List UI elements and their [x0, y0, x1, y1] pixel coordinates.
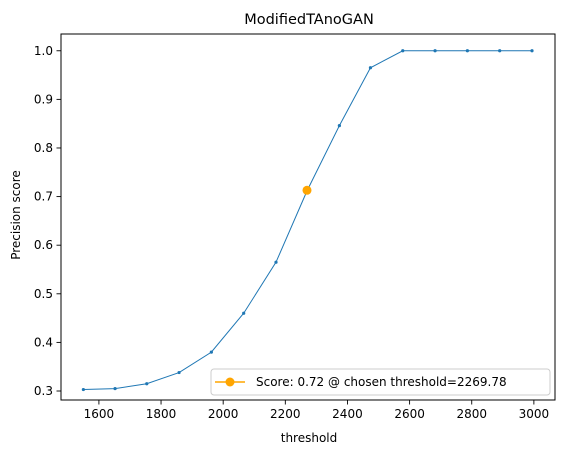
series-point	[113, 386, 117, 391]
series-point	[274, 260, 278, 264]
chart-title: ModifiedTAnoGAN	[244, 12, 374, 28]
legend-frame	[210, 368, 551, 396]
x-tick-label: 2000	[208, 407, 239, 421]
legend-entry-label: Score: 0.72 @ chosen threshold=2269.78	[256, 375, 507, 389]
y-tick-label: 0.3	[34, 384, 53, 398]
y-tick-label: 0.9	[34, 92, 53, 106]
legend: Score: 0.72 @ chosen threshold=2269.78	[210, 368, 551, 396]
series-point	[177, 370, 181, 375]
series-point	[242, 311, 246, 315]
legend-marker-swatch	[225, 377, 235, 387]
series-point	[337, 124, 341, 128]
x-tick-label: 2800	[456, 407, 487, 421]
x-axis-ticks: 1600 1800 2000 2200 2400 2600 2800 3000	[84, 400, 550, 421]
y-tick-label: 0.5	[34, 287, 53, 301]
y-axis-ticks: 0.3 0.4 0.5 0.6 0.7 0.8 0.9 1.0	[34, 44, 61, 398]
series-point	[81, 387, 85, 392]
x-tick-label: 2600	[394, 407, 425, 421]
series-point	[401, 49, 405, 53]
y-tick-label: 0.6	[34, 238, 53, 252]
y-tick-label: 0.8	[34, 141, 53, 155]
series-point	[465, 49, 469, 53]
y-tick-label: 1.0	[34, 44, 53, 58]
series-point	[498, 49, 502, 53]
x-tick-label: 1600	[84, 407, 115, 421]
x-axis-label: threshold	[281, 431, 338, 445]
x-tick-label: 3000	[519, 407, 550, 421]
x-tick-label: 1800	[146, 407, 177, 421]
series-point	[145, 382, 149, 386]
x-tick-label: 2200	[270, 407, 301, 421]
series-line	[83, 50, 533, 391]
plot-area	[60, 33, 556, 401]
chosen-threshold-point	[302, 185, 312, 195]
series-point	[368, 66, 373, 70]
x-tick-label: 2400	[332, 407, 363, 421]
series-point	[530, 49, 534, 53]
series-point	[433, 49, 437, 53]
y-tick-label: 0.7	[34, 190, 53, 204]
y-tick-label: 0.4	[34, 335, 53, 349]
y-axis-label: Precision score	[9, 170, 23, 260]
series-point	[209, 350, 213, 354]
plot-frame	[60, 33, 556, 401]
